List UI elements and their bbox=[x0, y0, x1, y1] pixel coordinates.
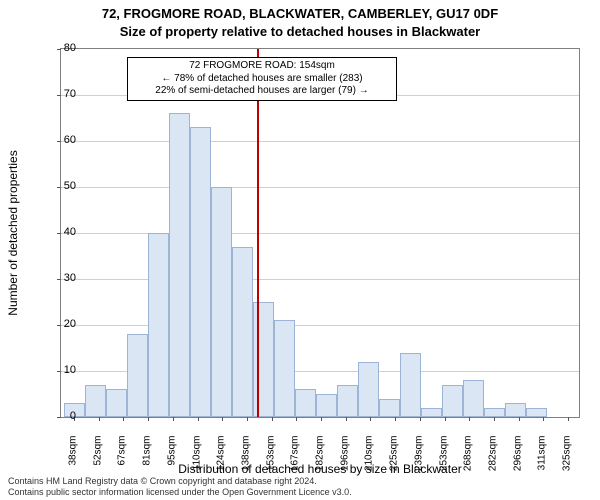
x-tick-label: 311sqm bbox=[537, 436, 548, 476]
x-tick-label: 296sqm bbox=[512, 436, 523, 476]
y-tick-label: 30 bbox=[46, 272, 76, 284]
x-tick-label: 124sqm bbox=[216, 436, 227, 476]
x-tick-mark bbox=[543, 417, 544, 421]
histogram-bar bbox=[379, 399, 400, 417]
gridline bbox=[61, 279, 579, 280]
plot-area: 72 FROGMORE ROAD: 154sqm← 78% of detache… bbox=[60, 48, 580, 418]
histogram-bar bbox=[295, 389, 316, 417]
x-tick-label: 167sqm bbox=[290, 436, 301, 476]
x-tick-label: 196sqm bbox=[339, 436, 350, 476]
y-tick-label: 0 bbox=[46, 410, 76, 422]
x-tick-label: 239sqm bbox=[413, 436, 424, 476]
x-tick-mark bbox=[272, 417, 273, 421]
x-tick-mark bbox=[321, 417, 322, 421]
x-tick-label: 225sqm bbox=[389, 436, 400, 476]
gridline bbox=[61, 325, 579, 326]
footnote-line2: Contains public sector information licen… bbox=[8, 487, 352, 498]
y-tick-label: 20 bbox=[46, 318, 76, 330]
gridline bbox=[61, 141, 579, 142]
x-tick-label: 138sqm bbox=[240, 436, 251, 476]
histogram-bar bbox=[211, 187, 232, 417]
histogram-bar bbox=[358, 362, 379, 417]
x-tick-mark bbox=[247, 417, 248, 421]
x-tick-mark bbox=[395, 417, 396, 421]
histogram-bar bbox=[421, 408, 442, 417]
gridline bbox=[61, 233, 579, 234]
annotation-line: 72 FROGMORE ROAD: 154sqm bbox=[134, 60, 390, 73]
histogram-bar bbox=[463, 380, 484, 417]
histogram-bar bbox=[106, 389, 127, 417]
x-tick-mark bbox=[148, 417, 149, 421]
x-tick-mark bbox=[568, 417, 569, 421]
x-tick-label: 110sqm bbox=[191, 436, 202, 476]
x-tick-label: 253sqm bbox=[438, 436, 449, 476]
x-tick-label: 182sqm bbox=[315, 436, 326, 476]
x-tick-label: 153sqm bbox=[265, 436, 276, 476]
y-tick-label: 60 bbox=[46, 134, 76, 146]
y-tick-label: 80 bbox=[46, 42, 76, 54]
histogram-bar bbox=[316, 394, 337, 417]
x-tick-mark bbox=[198, 417, 199, 421]
histogram-bar bbox=[274, 320, 295, 417]
x-tick-label: 81sqm bbox=[142, 436, 153, 476]
x-tick-label: 210sqm bbox=[364, 436, 375, 476]
x-tick-mark bbox=[420, 417, 421, 421]
title-line2: Size of property relative to detached ho… bbox=[0, 24, 600, 39]
x-tick-mark bbox=[222, 417, 223, 421]
x-tick-mark bbox=[123, 417, 124, 421]
y-tick-label: 70 bbox=[46, 88, 76, 100]
x-tick-mark bbox=[346, 417, 347, 421]
y-tick-label: 10 bbox=[46, 364, 76, 376]
histogram-bar bbox=[232, 247, 253, 417]
footnote: Contains HM Land Registry data © Crown c… bbox=[8, 476, 352, 498]
x-tick-mark bbox=[519, 417, 520, 421]
x-tick-mark bbox=[173, 417, 174, 421]
x-tick-label: 67sqm bbox=[117, 436, 128, 476]
x-tick-label: 95sqm bbox=[166, 436, 177, 476]
annotation-box: 72 FROGMORE ROAD: 154sqm← 78% of detache… bbox=[127, 57, 397, 101]
histogram-bar bbox=[484, 408, 505, 417]
histogram-bar bbox=[169, 113, 190, 417]
x-tick-mark bbox=[370, 417, 371, 421]
x-tick-label: 268sqm bbox=[463, 436, 474, 476]
footnote-line1: Contains HM Land Registry data © Crown c… bbox=[8, 476, 352, 487]
x-tick-label: 325sqm bbox=[562, 436, 573, 476]
histogram-bar bbox=[190, 127, 211, 417]
histogram-bar bbox=[505, 403, 526, 417]
x-tick-label: 52sqm bbox=[92, 436, 103, 476]
x-tick-mark bbox=[445, 417, 446, 421]
histogram-bar bbox=[127, 334, 148, 417]
gridline bbox=[61, 187, 579, 188]
annotation-line: 22% of semi-detached houses are larger (… bbox=[134, 85, 390, 98]
histogram-bar bbox=[442, 385, 463, 417]
histogram-bar bbox=[85, 385, 106, 417]
x-tick-mark bbox=[296, 417, 297, 421]
x-tick-label: 38sqm bbox=[68, 436, 79, 476]
x-tick-label: 282sqm bbox=[487, 436, 498, 476]
x-tick-mark bbox=[469, 417, 470, 421]
histogram-bar bbox=[400, 353, 421, 417]
chart-container: 72, FROGMORE ROAD, BLACKWATER, CAMBERLEY… bbox=[0, 0, 600, 500]
x-tick-mark bbox=[99, 417, 100, 421]
title-line1: 72, FROGMORE ROAD, BLACKWATER, CAMBERLEY… bbox=[0, 6, 600, 21]
property-marker-line bbox=[257, 49, 259, 417]
x-tick-mark bbox=[494, 417, 495, 421]
y-tick-label: 40 bbox=[46, 226, 76, 238]
histogram-bar bbox=[148, 233, 169, 417]
y-axis-label: Number of detached properties bbox=[6, 48, 22, 418]
histogram-bar bbox=[526, 408, 547, 417]
annotation-line: ← 78% of detached houses are smaller (28… bbox=[134, 73, 390, 86]
histogram-bar bbox=[337, 385, 358, 417]
y-tick-label: 50 bbox=[46, 180, 76, 192]
